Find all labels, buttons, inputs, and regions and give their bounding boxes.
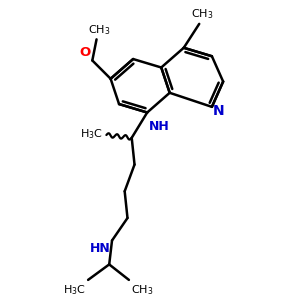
Text: N: N: [213, 104, 225, 118]
Text: CH$_3$: CH$_3$: [88, 23, 111, 37]
Text: H$_3$C: H$_3$C: [63, 283, 86, 297]
Text: HN: HN: [90, 242, 111, 255]
Text: O: O: [80, 46, 91, 59]
Text: H$_3$C: H$_3$C: [80, 128, 103, 141]
Text: CH$_3$: CH$_3$: [191, 7, 214, 20]
Text: CH$_3$: CH$_3$: [131, 283, 154, 297]
Text: NH: NH: [149, 120, 170, 133]
